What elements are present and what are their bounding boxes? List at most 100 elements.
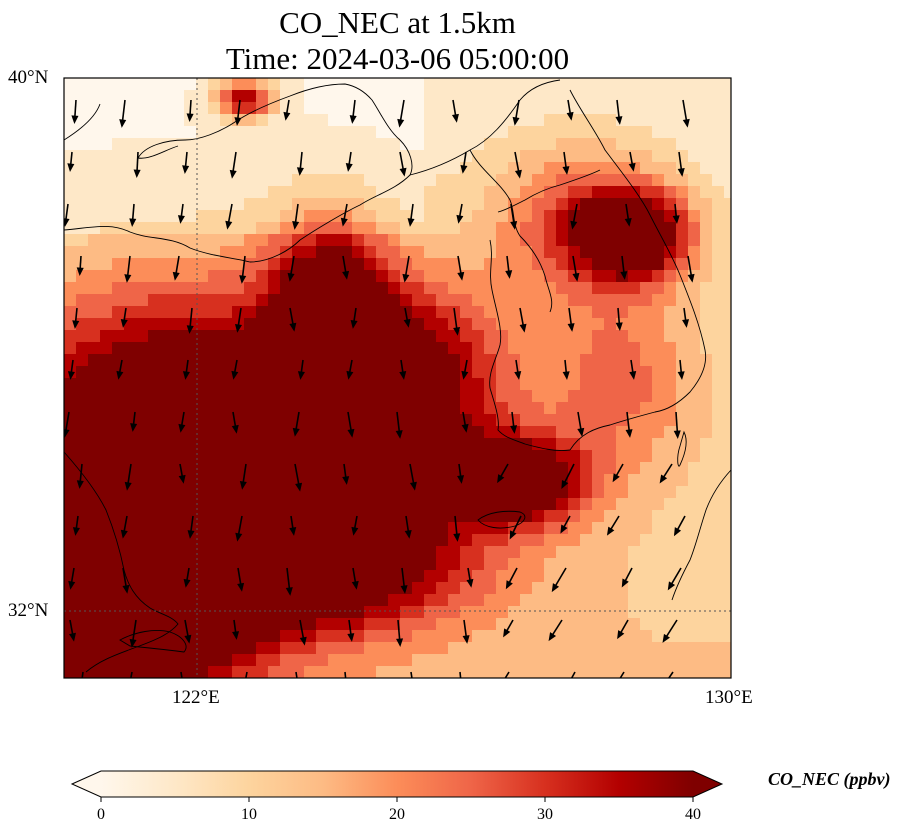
wind-arrowhead (667, 581, 676, 591)
wind-arrowhead (344, 684, 349, 690)
wind-arrowhead (297, 371, 305, 380)
wind-arrowhead (407, 218, 415, 227)
wind-arrowhead (129, 638, 137, 648)
wind-arrowhead (79, 687, 84, 693)
wind-arrowhead (241, 690, 246, 696)
wind-arrowhead (349, 115, 357, 124)
wind-arrowhead (177, 215, 185, 224)
wind-arrowhead (183, 578, 191, 588)
wind-arrowhead (287, 272, 295, 282)
wind-arrowhead (178, 474, 186, 484)
wind-arrowhead (510, 220, 518, 230)
wind-arrowhead (69, 632, 76, 642)
wind-arrowhead (497, 474, 505, 484)
wind-arrowhead (178, 423, 186, 433)
wind-arrowhead (172, 271, 180, 281)
wind-arrowhead (682, 319, 690, 328)
wind-arrowhead (130, 423, 138, 432)
wind-arrowhead (345, 163, 353, 172)
wind-arrowhead (409, 481, 417, 491)
wind-arrowhead (351, 526, 359, 536)
wind-arrowhead (397, 118, 405, 128)
wind-arrowhead (505, 580, 513, 590)
plot-frame (63, 77, 732, 679)
wind-arrowhead (234, 117, 242, 126)
wind-arrowhead (510, 425, 518, 434)
wind-arrowhead (347, 428, 355, 438)
wind-arrowhead (340, 217, 348, 227)
wind-arrowhead (411, 684, 416, 690)
wind-arrow (295, 671, 298, 678)
wind-arrowhead (237, 582, 245, 592)
wind-arrowhead (677, 371, 685, 380)
wind-arrowhead (283, 111, 291, 121)
wind-arrowhead (295, 482, 303, 492)
wind-arrowhead (119, 119, 127, 128)
wind-arrowhead (124, 481, 132, 491)
wind-arrowhead (399, 371, 407, 380)
wind-arrowhead (687, 273, 695, 283)
wind-arrowhead (289, 322, 297, 332)
wind-arrowhead (186, 325, 194, 334)
wind-arrow (459, 671, 462, 678)
wind-arrowhead (289, 527, 297, 536)
wind-arrowhead (71, 115, 79, 125)
wind-arrowhead (566, 111, 574, 121)
wind-arrowhead (68, 580, 76, 590)
wind-arrowhead (76, 480, 84, 489)
wind-arrow (245, 671, 248, 678)
wind-arrowhead (72, 320, 80, 329)
wind-arrow (619, 671, 625, 678)
wind-arrowhead (347, 633, 355, 642)
wind-arrowhead (606, 526, 615, 536)
wind-arrowhead (562, 166, 570, 175)
wind-arrowhead (565, 684, 570, 690)
wind-arrowhead (184, 634, 192, 644)
wind-vectors (64, 99, 695, 696)
wind-arrowhead (292, 427, 300, 437)
wind-arrowhead (462, 635, 470, 644)
wind-arrowhead (129, 218, 137, 227)
wind-arrowhead (400, 585, 408, 594)
wind-arrowhead (396, 638, 404, 647)
wind-arrowhead (519, 323, 527, 333)
wind-arrowhead (562, 371, 570, 380)
wind-arrowhead (122, 584, 130, 594)
co-concentration-field (64, 78, 731, 678)
wind-arrowhead (551, 583, 560, 593)
wind-arrowhead (402, 273, 410, 283)
wind-arrowhead (677, 168, 685, 177)
wind-arrowhead (512, 116, 520, 126)
wind-arrowhead (404, 529, 412, 539)
map-title: CO_NEC at 1.5km (279, 5, 516, 40)
wind-arrowhead (673, 527, 682, 537)
wind-arrowhead (292, 221, 300, 230)
wind-arrowhead (460, 690, 465, 696)
wind-arrowhead (399, 167, 407, 177)
wind-arrowhead (498, 684, 503, 690)
wind-arrowhead (231, 424, 239, 434)
wind-arrowhead (629, 371, 637, 380)
wind-arrowhead (395, 430, 403, 439)
wind-arrowhead (225, 220, 233, 230)
wind-arrowhead (451, 113, 459, 123)
wind-arrowhead (296, 687, 301, 693)
lon-label-130: 130°E (705, 687, 753, 708)
wind-arrowhead (503, 628, 511, 638)
wind-arrowhead (182, 371, 190, 380)
lon-label-122: 122°E (172, 687, 220, 708)
wind-arrowhead (186, 113, 194, 123)
wind-arrowhead (235, 323, 243, 333)
wind-arrowhead (577, 427, 585, 437)
wind-arrowhead (232, 631, 240, 640)
wind-arrow (504, 671, 510, 678)
wind-arrowhead (466, 578, 474, 588)
wind-arrowhead (457, 271, 465, 281)
wind-arrowhead (662, 633, 670, 643)
wind-arrowhead (67, 371, 75, 380)
wind-arrowhead (612, 473, 620, 483)
gridlines (64, 78, 731, 678)
wind-arrowhead (505, 270, 513, 279)
wind-arrowhead (548, 632, 557, 642)
wind-arrowhead (72, 527, 80, 536)
